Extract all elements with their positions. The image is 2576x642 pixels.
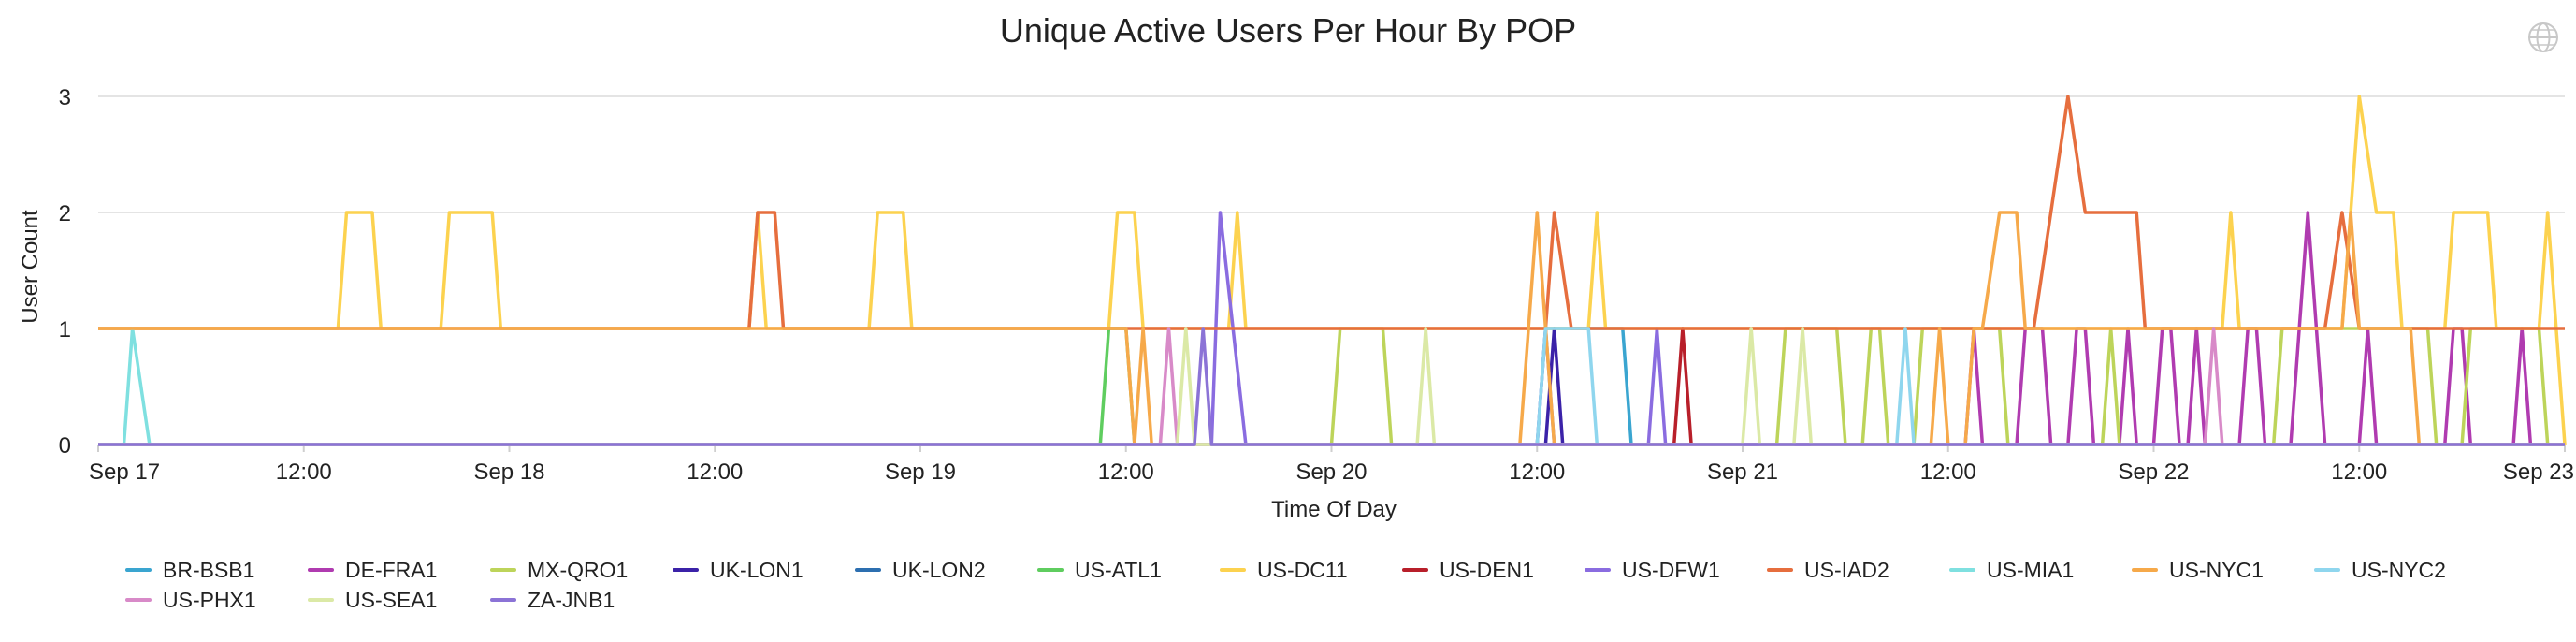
legend-label: UK-LON1 — [710, 557, 803, 582]
legend-swatch — [308, 568, 334, 572]
legend-label: MX-QRO1 — [528, 557, 629, 582]
globe-icon[interactable] — [2526, 21, 2560, 54]
legend-item-us-dc11[interactable]: US-DC11 — [1220, 558, 1402, 582]
legend-swatch — [855, 568, 881, 572]
legend-swatch — [1585, 568, 1611, 572]
legend-label: US-MIA1 — [1987, 557, 2075, 582]
legend-swatch — [1949, 568, 1975, 572]
x-tick-label: Sep 22 — [2118, 460, 2189, 485]
y-tick-label: 0 — [59, 433, 71, 459]
legend-item-mx-qro1[interactable]: MX-QRO1 — [490, 558, 673, 582]
x-tick-label: Sep 20 — [1295, 460, 1367, 485]
legend-item-us-nyc2[interactable]: US-NYC2 — [2314, 558, 2496, 582]
legend-label: US-SEA1 — [345, 587, 438, 612]
legend-item-uk-lon2[interactable]: UK-LON2 — [855, 558, 1037, 582]
y-axis-label: User Count — [18, 210, 43, 324]
legend-label: US-DFW1 — [1622, 557, 1720, 582]
legend-label: ZA-JNB1 — [528, 587, 615, 612]
legend-swatch — [490, 568, 516, 572]
x-tick-label: 12:00 — [276, 460, 332, 485]
legend-swatch — [490, 598, 516, 602]
x-tick-label: Sep 21 — [1707, 460, 1778, 485]
grid-lines — [98, 95, 2565, 445]
x-tick-label: Sep 19 — [885, 460, 956, 485]
x-tick-label: 12:00 — [1509, 460, 1565, 485]
x-tick-label: 12:00 — [687, 460, 743, 485]
legend-label: BR-BSB1 — [163, 557, 255, 582]
legend-item-us-dfw1[interactable]: US-DFW1 — [1585, 558, 1767, 582]
legend-item-de-fra1[interactable]: DE-FRA1 — [308, 558, 490, 582]
y-tick-label: 3 — [59, 85, 71, 110]
legend-label: US-ATL1 — [1075, 557, 1162, 582]
x-axis-ticks: Sep 17 12:00 Sep 18 12:00 Sep 19 12:00 Sep 20 1… — [89, 445, 2574, 485]
x-tick-label: Sep 18 — [473, 460, 544, 485]
chart-title: Unique Active Users Per Hour By POP — [999, 11, 1577, 50]
legend-swatch — [1402, 568, 1428, 572]
legend-label: UK-LON2 — [892, 557, 986, 582]
legend-item-us-sea1[interactable]: US-SEA1 — [308, 588, 490, 612]
x-tick-label: 12:00 — [1098, 460, 1154, 485]
x-tick-label: Sep 17 — [89, 460, 160, 485]
x-tick-label: 12:00 — [1920, 460, 1976, 485]
legend-item-us-iad2[interactable]: US-IAD2 — [1767, 558, 1949, 582]
legend-swatch — [2314, 568, 2340, 572]
legend: BR-BSB1 DE-FRA1 MX-QRO1 UK-LON1 UK-LON2 US-AT… — [125, 558, 2520, 612]
legend-swatch — [673, 568, 699, 572]
x-tick-label: 12:00 — [2331, 460, 2387, 485]
legend-label: US-IAD2 — [1804, 557, 1889, 582]
legend-item-uk-lon1[interactable]: UK-LON1 — [673, 558, 855, 582]
legend-item-us-nyc1[interactable]: US-NYC1 — [2132, 558, 2314, 582]
legend-swatch — [125, 568, 152, 572]
legend-swatch — [125, 598, 152, 602]
legend-item-us-mia1[interactable]: US-MIA1 — [1949, 558, 2132, 582]
legend-label: US-PHX1 — [163, 587, 256, 612]
legend-label: DE-FRA1 — [345, 557, 438, 582]
legend-swatch — [1767, 568, 1793, 572]
legend-swatch — [1037, 568, 1064, 572]
legend-swatch — [2132, 568, 2158, 572]
legend-item-za-jnb1[interactable]: ZA-JNB1 — [490, 588, 673, 612]
series-line-de-fra1[interactable] — [98, 211, 2565, 446]
legend-label: US-NYC2 — [2352, 557, 2446, 582]
legend-item-us-den1[interactable]: US-DEN1 — [1402, 558, 1585, 582]
y-axis-ticks: 0 1 2 3 — [59, 85, 71, 459]
legend-label: US-DC11 — [1257, 557, 1348, 582]
x-tick-label: Sep 23 — [2503, 460, 2574, 485]
series-lines — [98, 95, 2567, 446]
legend-swatch — [1220, 568, 1246, 572]
series-line-za-jnb1[interactable] — [98, 327, 2565, 446]
y-tick-label: 2 — [59, 201, 71, 226]
series-line-us-dc11[interactable] — [98, 95, 2567, 445]
legend-item-us-atl1[interactable]: US-ATL1 — [1037, 558, 1220, 582]
legend-item-br-bsb1[interactable]: BR-BSB1 — [125, 558, 308, 582]
y-tick-label: 1 — [59, 317, 71, 343]
legend-label: US-NYC1 — [2169, 557, 2264, 582]
legend-label: US-DEN1 — [1440, 557, 1534, 582]
legend-swatch — [308, 598, 334, 602]
legend-item-us-phx1[interactable]: US-PHX1 — [125, 588, 308, 612]
x-axis-label: Time Of Day — [1271, 497, 1397, 522]
